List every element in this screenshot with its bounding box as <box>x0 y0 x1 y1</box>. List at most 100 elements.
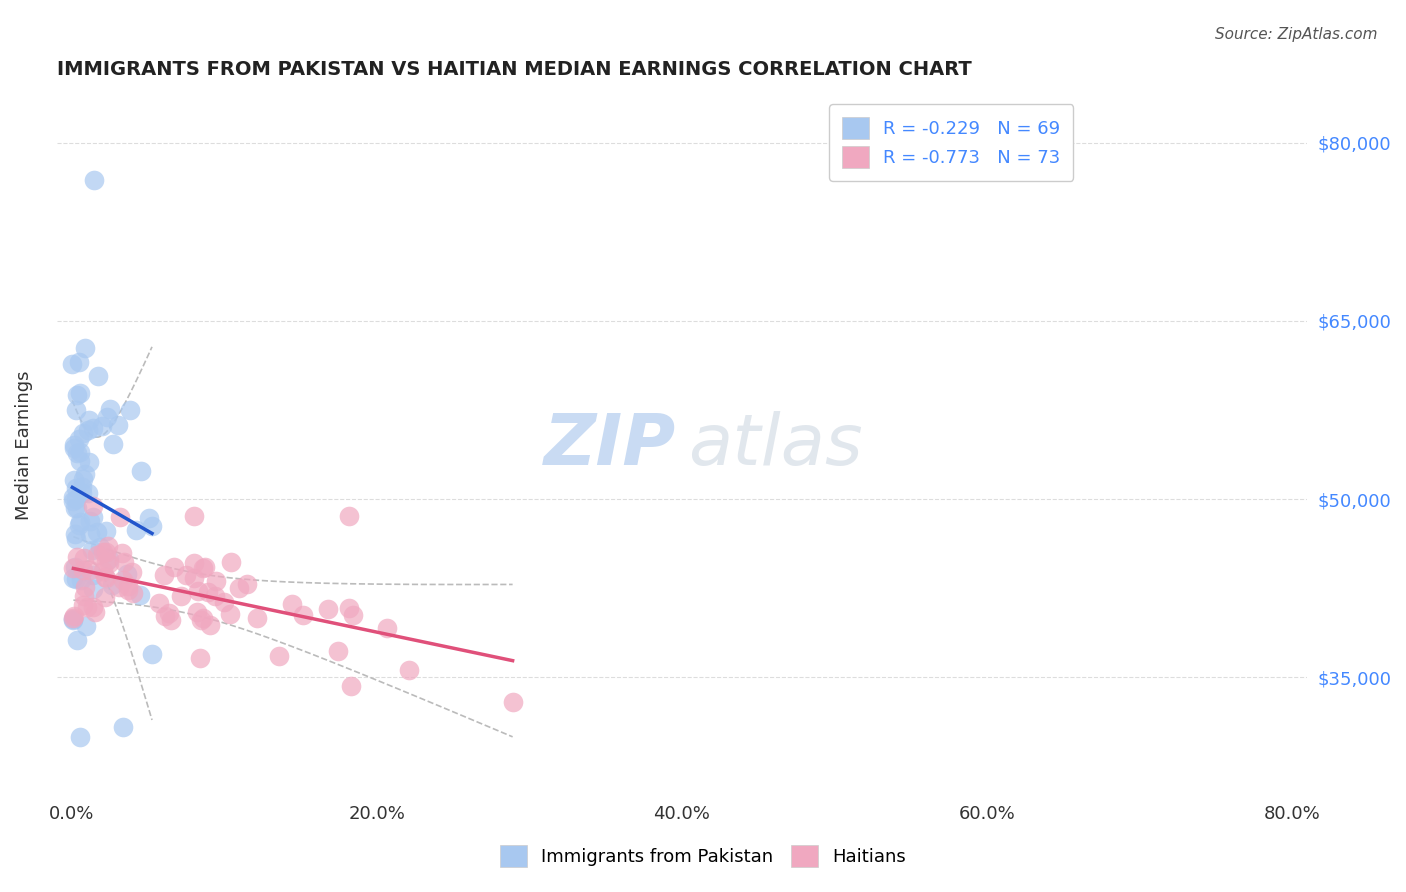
Point <box>77 485 100 500</box>
Point <box>117 579 139 593</box>
Point <box>65 481 87 495</box>
Point <box>63 441 86 455</box>
Point <box>82 421 104 435</box>
Point <box>79 527 101 541</box>
Point <box>87 368 110 383</box>
Point <box>281 597 304 611</box>
Point <box>218 607 240 621</box>
Point <box>157 606 180 620</box>
Point <box>316 602 339 616</box>
Point <box>190 613 212 627</box>
Point <box>112 555 135 569</box>
Point <box>73 590 96 604</box>
Point <box>197 584 219 599</box>
Point <box>69 385 91 400</box>
Point <box>170 589 193 603</box>
Point <box>101 578 124 592</box>
Point <box>97 551 120 566</box>
Point <box>188 651 211 665</box>
Point <box>187 584 209 599</box>
Point <box>77 455 100 469</box>
Point <box>204 574 226 589</box>
Point <box>186 605 208 619</box>
Point <box>72 598 94 612</box>
Point <box>236 576 259 591</box>
Point <box>340 680 363 694</box>
Point <box>86 524 108 539</box>
Point <box>121 586 143 600</box>
Point <box>72 425 94 440</box>
Point <box>76 423 98 437</box>
Point <box>183 571 205 585</box>
Point <box>163 560 186 574</box>
Point <box>66 550 89 565</box>
Point <box>269 649 291 664</box>
Point <box>155 609 177 624</box>
Point <box>69 453 91 467</box>
Point <box>82 543 104 558</box>
Point <box>204 590 226 604</box>
Point <box>94 571 117 585</box>
Point <box>67 517 90 532</box>
Point <box>94 570 117 584</box>
Legend: R = -0.229   N = 69, R = -0.773   N = 73: R = -0.229 N = 69, R = -0.773 N = 73 <box>830 104 1073 181</box>
Point <box>94 555 117 569</box>
Point <box>121 565 143 579</box>
Point <box>73 550 96 565</box>
Point <box>159 613 181 627</box>
Point <box>174 567 197 582</box>
Point <box>108 580 131 594</box>
Point <box>112 721 135 735</box>
Point <box>228 581 250 595</box>
Point <box>65 402 87 417</box>
Point <box>82 568 104 582</box>
Point <box>502 695 524 709</box>
Text: ZIP: ZIP <box>544 411 676 480</box>
Point <box>107 417 129 432</box>
Point <box>73 580 96 594</box>
Point <box>82 599 104 614</box>
Point <box>62 571 84 585</box>
Point <box>101 436 124 450</box>
Point <box>75 619 97 633</box>
Point <box>83 173 105 187</box>
Point <box>65 559 87 574</box>
Point <box>111 546 134 560</box>
Point <box>77 412 100 426</box>
Point <box>148 596 170 610</box>
Point <box>377 621 399 635</box>
Point <box>212 595 235 609</box>
Point <box>342 607 364 622</box>
Point <box>62 490 84 504</box>
Point <box>91 564 114 578</box>
Point <box>70 480 93 494</box>
Point <box>339 509 361 524</box>
Text: IMMIGRANTS FROM PAKISTAN VS HAITIAN MEDIAN EARNINGS CORRELATION CHART: IMMIGRANTS FROM PAKISTAN VS HAITIAN MEDI… <box>56 60 972 78</box>
Point <box>66 388 89 402</box>
Point <box>219 555 242 569</box>
Point <box>183 556 205 570</box>
Point <box>326 644 349 658</box>
Point <box>91 544 114 558</box>
Point <box>65 572 87 586</box>
Point <box>70 573 93 587</box>
Point <box>94 590 117 604</box>
Point <box>94 524 117 538</box>
Point <box>115 567 138 582</box>
Point <box>91 418 114 433</box>
Point <box>97 539 120 553</box>
Point <box>67 432 90 446</box>
Point <box>62 611 84 625</box>
Point <box>128 588 150 602</box>
Point <box>82 509 104 524</box>
Point <box>62 438 84 452</box>
Point <box>62 613 84 627</box>
Point <box>129 464 152 478</box>
Point <box>69 445 91 459</box>
Point <box>63 608 86 623</box>
Point <box>398 663 420 677</box>
Point <box>63 501 86 516</box>
Point <box>66 633 89 648</box>
Point <box>120 403 142 417</box>
Point <box>82 582 104 596</box>
